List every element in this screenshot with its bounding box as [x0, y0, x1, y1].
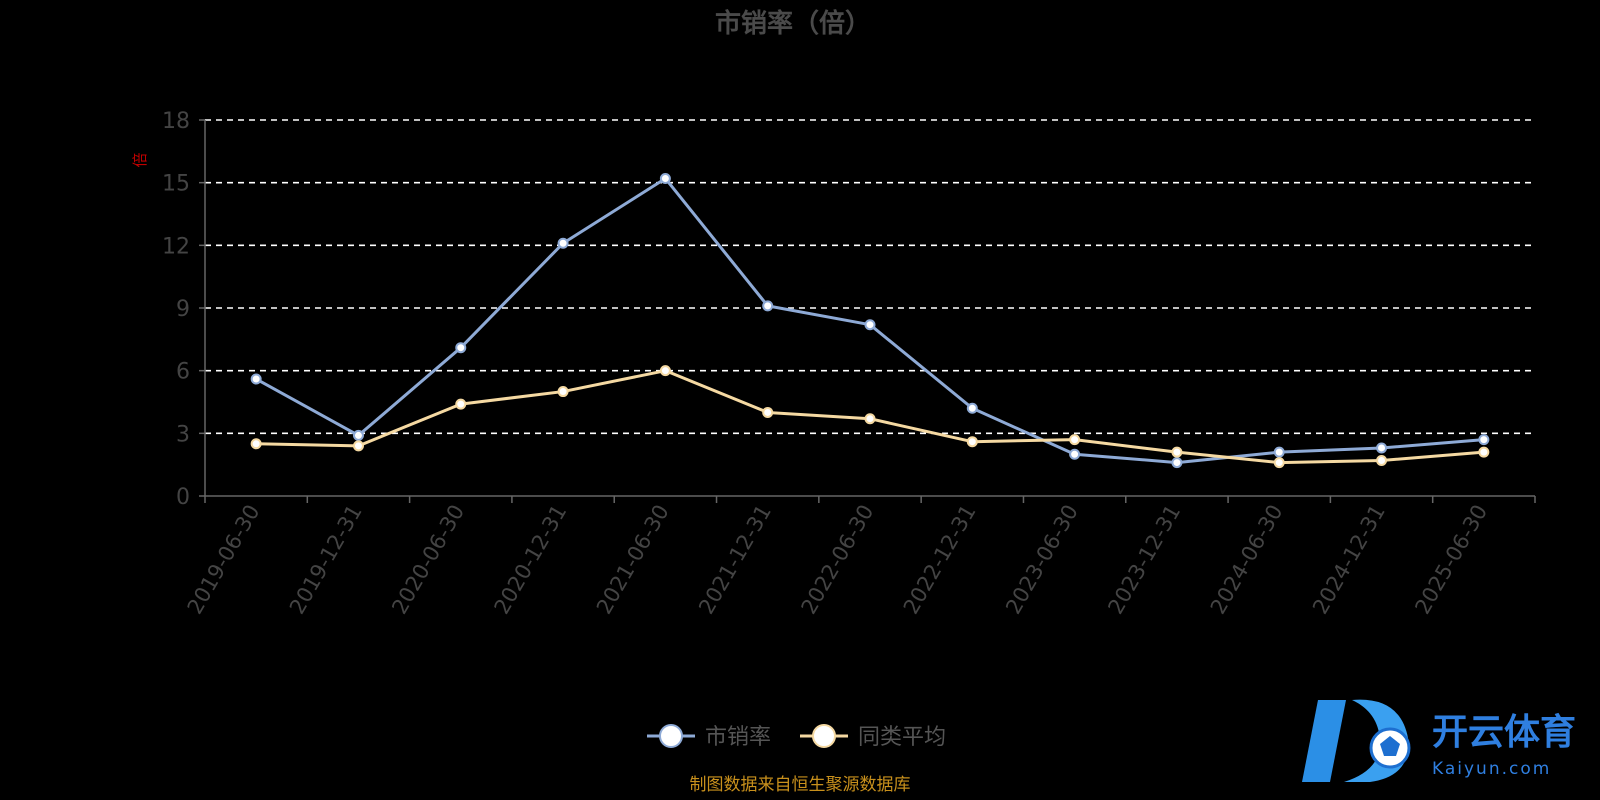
logo-name: 开云体育 — [1432, 712, 1576, 753]
legend-label: 市销率 — [705, 725, 771, 750]
legend[interactable]: 市销率 同类平均 — [647, 724, 946, 750]
data-point[interactable] — [455, 342, 467, 354]
data-point[interactable] — [659, 365, 671, 377]
x-tick-label: 2023-12-31 — [1103, 501, 1185, 619]
x-tick-label: 2019-06-30 — [183, 501, 265, 619]
x-tick-label: 2025-06-30 — [1410, 501, 1492, 619]
y-tick-label: 18 — [162, 109, 190, 134]
data-point[interactable] — [352, 429, 364, 441]
data-point[interactable] — [864, 413, 876, 425]
x-tick-label: 2022-12-31 — [899, 500, 981, 618]
chart-title: 市销率（倍） — [715, 8, 871, 39]
y-tick-label: 15 — [162, 172, 190, 197]
x-tick-label: 2019-12-31 — [285, 501, 367, 619]
data-point[interactable] — [1273, 446, 1285, 458]
data-point[interactable] — [557, 237, 569, 249]
data-point[interactable] — [864, 319, 876, 331]
x-tick-label: 2020-06-30 — [387, 501, 469, 619]
series-layer — [250, 172, 1490, 469]
series-1 — [250, 172, 1490, 469]
y-tick-label: 6 — [176, 360, 190, 385]
y-tick-label: 3 — [176, 422, 190, 447]
data-point[interactable] — [966, 402, 978, 414]
y-tick-label: 12 — [162, 234, 190, 259]
data-point[interactable] — [1478, 434, 1490, 446]
data-point[interactable] — [557, 386, 569, 398]
x-tick-label: 2021-12-31 — [694, 501, 776, 619]
legend-item[interactable]: 市销率 — [647, 724, 771, 750]
data-point[interactable] — [966, 436, 978, 448]
data-point[interactable] — [455, 398, 467, 410]
x-tick-label: 2021-06-30 — [592, 501, 674, 619]
logo-mark-icon — [1302, 699, 1411, 782]
series-2 — [250, 365, 1490, 469]
x-tick-label: 2023-06-30 — [1001, 501, 1083, 619]
data-point[interactable] — [1376, 454, 1388, 466]
y-tick-label: 0 — [176, 485, 190, 510]
legend-marker-icon — [812, 724, 836, 748]
y-tick-label: 9 — [176, 297, 190, 322]
data-point[interactable] — [1273, 457, 1285, 469]
x-tick-label: 2024-12-31 — [1308, 501, 1390, 619]
data-point[interactable] — [352, 440, 364, 452]
data-point[interactable] — [1171, 446, 1183, 458]
data-point[interactable] — [1171, 457, 1183, 469]
x-tick-label: 2022-06-30 — [797, 501, 879, 619]
x-tick-label: 2024-06-30 — [1206, 501, 1288, 619]
axes: 0 3 6 9 12 15 18 2019-06-30 2019-12-31 2020-06-30… — [162, 109, 1536, 619]
logo-url: Kaiyun.com — [1432, 759, 1551, 779]
data-point[interactable] — [250, 438, 262, 450]
y-axis-label: 倍 — [131, 152, 149, 167]
legend-label: 同类平均 — [858, 725, 946, 750]
data-point[interactable] — [1376, 442, 1388, 454]
x-tick-label: 2020-12-31 — [490, 501, 572, 619]
legend-item[interactable]: 同类平均 — [800, 724, 946, 750]
data-point[interactable] — [762, 300, 774, 312]
grid-lines — [205, 119, 1535, 435]
data-point[interactable] — [762, 406, 774, 418]
data-point[interactable] — [1478, 446, 1490, 458]
data-point[interactable] — [1069, 434, 1081, 446]
data-source-note: 制图数据来自恒生聚源数据库 — [690, 775, 911, 795]
data-point[interactable] — [659, 172, 671, 184]
legend-marker-icon — [659, 724, 683, 748]
data-point[interactable] — [1069, 448, 1081, 460]
data-point[interactable] — [250, 373, 262, 385]
watermark-logo: 开云体育 Kaiyun.com — [1302, 699, 1576, 782]
